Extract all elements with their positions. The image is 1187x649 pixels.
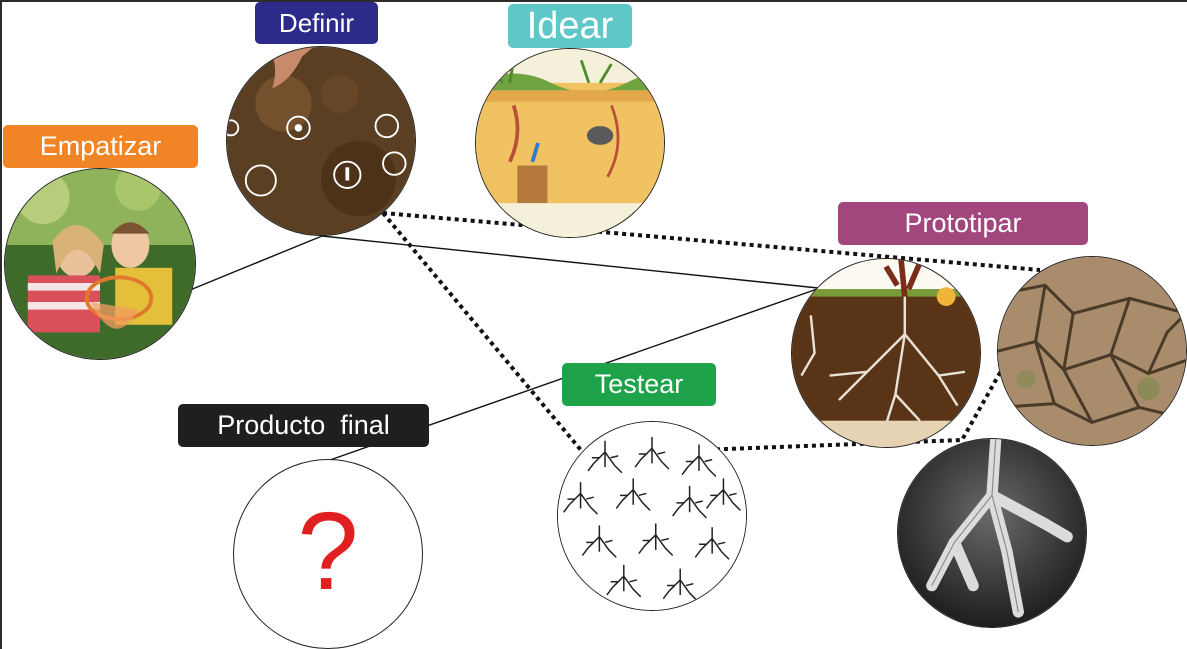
image-empatizar-children — [4, 168, 196, 360]
label-testear: Testear — [562, 363, 716, 406]
label-empatizar: Empatizar — [3, 125, 198, 168]
frame-top-edge — [0, 0, 1187, 2]
connector-empatizar-definir — [189, 235, 323, 291]
connector-definir-prototipar — [321, 235, 819, 289]
image-idear-soil-illustration — [475, 48, 665, 238]
label-idear: Idear — [508, 4, 632, 48]
label-producto-final: Producto final — [178, 404, 429, 447]
label-definir: Definir — [255, 2, 378, 44]
label-prototipar: Prototipar — [838, 202, 1088, 245]
producto-final-circle: ? — [233, 459, 423, 649]
dotted-definir-dryearth — [382, 211, 1041, 272]
image-dry-cracked-earth — [997, 256, 1187, 446]
image-definir-soil — [226, 46, 416, 236]
image-prototipar-roots — [791, 258, 981, 448]
image-testear-root-sketches — [557, 421, 747, 611]
frame-left-edge — [0, 0, 2, 649]
question-mark-icon: ? — [297, 490, 359, 613]
image-3d-root-model — [897, 438, 1087, 628]
